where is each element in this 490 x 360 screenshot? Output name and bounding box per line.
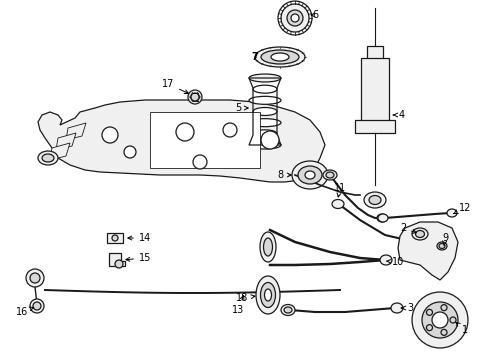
Ellipse shape <box>42 154 54 162</box>
Ellipse shape <box>412 228 428 240</box>
Ellipse shape <box>249 141 281 149</box>
Ellipse shape <box>253 130 277 138</box>
Polygon shape <box>367 46 383 60</box>
Polygon shape <box>398 222 458 280</box>
Circle shape <box>193 155 207 169</box>
Ellipse shape <box>439 243 445 248</box>
Circle shape <box>188 90 202 104</box>
Ellipse shape <box>253 85 277 93</box>
Ellipse shape <box>264 238 272 256</box>
Text: 5: 5 <box>235 103 248 113</box>
Circle shape <box>422 302 458 338</box>
Circle shape <box>30 273 40 283</box>
Ellipse shape <box>305 171 315 179</box>
Ellipse shape <box>38 151 58 165</box>
Text: 15: 15 <box>126 253 151 263</box>
Text: 4: 4 <box>393 110 405 120</box>
Circle shape <box>291 14 299 22</box>
Polygon shape <box>66 123 86 140</box>
Polygon shape <box>107 233 123 243</box>
Ellipse shape <box>377 214 387 222</box>
Circle shape <box>30 299 44 313</box>
Ellipse shape <box>253 108 277 116</box>
Ellipse shape <box>437 242 447 250</box>
Text: 12: 12 <box>453 203 471 214</box>
Ellipse shape <box>249 96 281 104</box>
Circle shape <box>281 4 309 32</box>
Text: 14: 14 <box>128 233 151 243</box>
Circle shape <box>412 292 468 348</box>
Ellipse shape <box>256 276 280 314</box>
Text: 11: 11 <box>334 183 346 197</box>
Circle shape <box>26 269 44 287</box>
Ellipse shape <box>292 161 328 189</box>
Circle shape <box>426 325 433 330</box>
Ellipse shape <box>380 255 392 265</box>
Text: 18: 18 <box>236 293 255 303</box>
Text: 6: 6 <box>311 10 318 20</box>
Text: 17: 17 <box>162 79 189 94</box>
Circle shape <box>426 309 433 315</box>
Ellipse shape <box>391 303 403 313</box>
Text: 16: 16 <box>16 307 34 317</box>
Circle shape <box>432 312 448 328</box>
Ellipse shape <box>249 119 281 127</box>
Circle shape <box>176 123 194 141</box>
Circle shape <box>287 10 303 26</box>
Circle shape <box>33 302 41 310</box>
Ellipse shape <box>249 74 281 82</box>
Circle shape <box>441 305 447 311</box>
Text: 9: 9 <box>442 233 448 246</box>
Circle shape <box>102 127 118 143</box>
Text: 10: 10 <box>386 257 404 267</box>
Ellipse shape <box>271 53 289 61</box>
Text: 7: 7 <box>252 52 258 62</box>
Text: 2: 2 <box>400 223 416 233</box>
Ellipse shape <box>261 50 299 64</box>
Text: 8: 8 <box>277 170 291 180</box>
Ellipse shape <box>323 170 337 180</box>
Ellipse shape <box>255 47 305 67</box>
Circle shape <box>112 235 118 241</box>
Circle shape <box>450 317 456 323</box>
Ellipse shape <box>265 289 271 301</box>
Polygon shape <box>361 58 389 123</box>
Circle shape <box>191 93 199 101</box>
Ellipse shape <box>416 230 424 238</box>
Polygon shape <box>50 143 70 160</box>
Ellipse shape <box>281 305 295 315</box>
Ellipse shape <box>260 232 276 262</box>
Polygon shape <box>109 253 125 266</box>
Circle shape <box>441 329 447 336</box>
Ellipse shape <box>447 209 457 217</box>
Polygon shape <box>38 100 325 182</box>
Ellipse shape <box>364 192 386 208</box>
Ellipse shape <box>261 283 275 307</box>
Ellipse shape <box>369 195 381 204</box>
Text: 3: 3 <box>401 303 413 313</box>
Ellipse shape <box>378 214 388 222</box>
Polygon shape <box>355 120 395 133</box>
Ellipse shape <box>332 199 344 208</box>
Polygon shape <box>150 112 260 168</box>
Polygon shape <box>56 133 76 150</box>
Text: 1: 1 <box>456 323 468 335</box>
Text: 13: 13 <box>232 296 244 315</box>
Ellipse shape <box>298 166 322 184</box>
Circle shape <box>124 146 136 158</box>
Circle shape <box>261 131 279 149</box>
Circle shape <box>115 260 123 268</box>
Circle shape <box>223 123 237 137</box>
Ellipse shape <box>284 307 292 313</box>
Ellipse shape <box>326 172 334 178</box>
